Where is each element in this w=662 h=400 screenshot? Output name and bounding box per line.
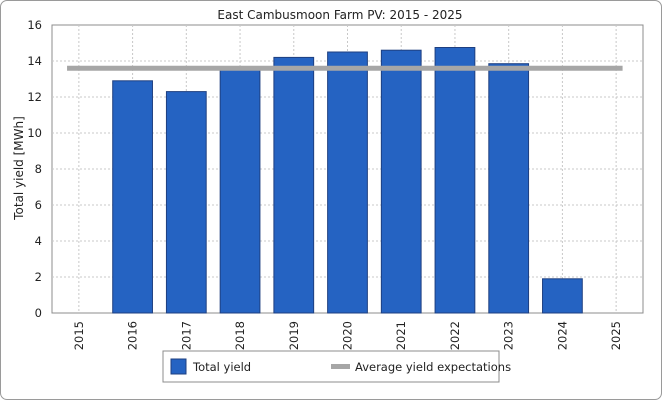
x-ticks: 2015 2016 2017 2018 2019 2020 2021 2022 2023 2024… (72, 321, 623, 350)
y-tick-label: 12 (27, 90, 42, 104)
x-tick-label: 2025 (609, 321, 623, 350)
legend-label-total-yield: Total yield (192, 360, 251, 374)
x-tick-label: 2016 (126, 321, 140, 350)
x-tick-label: 2024 (555, 321, 569, 350)
y-axis-label: Total yield [MWh] (12, 116, 26, 221)
chart-title: East Cambusmoon Farm PV: 2015 - 2025 (217, 8, 462, 22)
bar-2021 (380, 49, 422, 314)
bar-2019 (273, 56, 315, 314)
y-tick-label: 6 (35, 198, 42, 212)
legend-swatch-average-yield (331, 364, 350, 369)
x-tick-label: 2015 (72, 321, 86, 350)
legend-swatch-total-yield (170, 358, 187, 375)
x-tick-label: 2022 (448, 321, 462, 350)
x-tick-label: 2020 (341, 321, 355, 350)
x-tick-label: 2018 (233, 321, 247, 350)
bar-2020 (327, 51, 368, 314)
x-tick-label: 2019 (287, 321, 301, 350)
bar-2016 (112, 80, 153, 314)
legend: Total yield Average yield expectations (162, 350, 511, 383)
bars (112, 47, 583, 314)
x-tick-label: 2017 (179, 321, 193, 350)
bar-2024 (542, 278, 583, 314)
y-tick-label: 16 (27, 18, 42, 32)
y-tick-label: 2 (35, 270, 42, 284)
y-ticks: 0 2 4 6 8 10 12 14 16 (27, 18, 42, 320)
bar-2023 (488, 63, 530, 314)
bar-2022 (434, 47, 476, 314)
y-tick-label: 10 (27, 126, 42, 140)
bar-2017 (165, 91, 207, 314)
legend-label-average-yield: Average yield expectations (355, 360, 511, 374)
y-tick-label: 0 (35, 306, 42, 320)
y-tick-label: 4 (35, 234, 42, 248)
x-tick-label: 2023 (502, 321, 516, 350)
x-tick-label: 2021 (394, 321, 408, 350)
y-tick-label: 8 (35, 162, 42, 176)
bar-2018 (219, 69, 261, 314)
y-tick-label: 14 (27, 54, 42, 68)
